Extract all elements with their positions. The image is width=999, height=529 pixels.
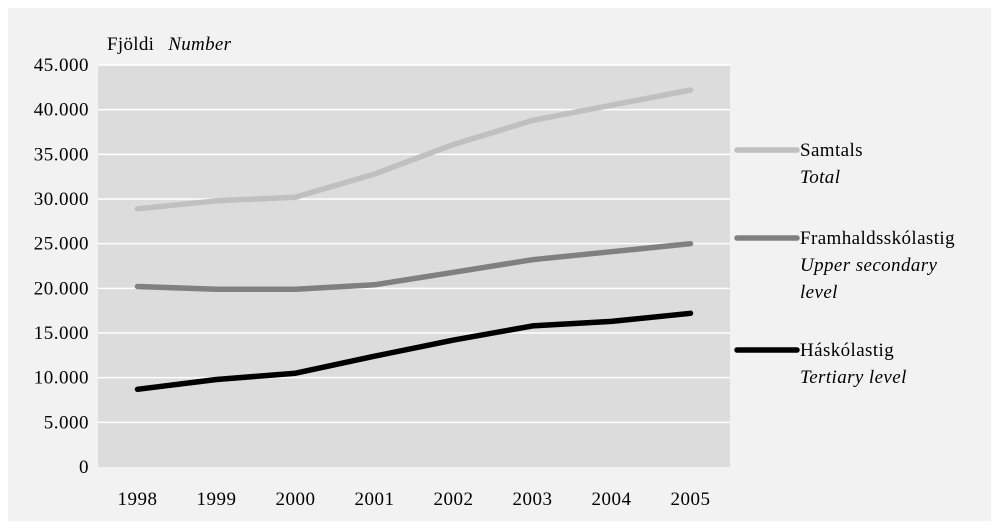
series-line-1: [134, 240, 694, 292]
x-tick-label: 2002: [434, 489, 474, 510]
legend-label: Háskólastig: [800, 340, 894, 361]
y-tick-label: 0: [79, 457, 89, 478]
y-axis-title-en: Number: [167, 34, 231, 55]
y-tick-label: 45.000: [34, 55, 89, 76]
y-tick-label: 5.000: [44, 412, 89, 433]
x-tick-label: 1999: [197, 489, 237, 510]
x-tick-label: 2001: [355, 489, 395, 510]
legend-label: Samtals: [800, 140, 863, 161]
legend: Samtals Total Framhaldsskólastig Upper seco…: [734, 140, 955, 388]
x-tick-label: 2003: [513, 489, 553, 510]
series-line-2: [134, 310, 694, 393]
legend-item: Framhaldsskólastig Upper secondary level: [734, 228, 955, 303]
y-tick-label: 30.000: [34, 189, 89, 210]
x-tick-label: 2004: [592, 489, 632, 510]
y-axis-ticks: 0 5.000 10.000 15.000 20.000 25.000 30.000 35.0…: [34, 55, 89, 478]
y-axis-title: Fjöldi Number: [107, 34, 232, 55]
y-axis-title-is: Fjöldi: [107, 34, 154, 55]
x-axis-ticks: 1998 1999 2000 2001 2002 2003 2004 2005: [118, 489, 711, 510]
y-tick-label: 15.000: [34, 323, 89, 344]
y-tick-label: 40.000: [34, 100, 89, 121]
legend-item: Háskólastig Tertiary level: [734, 340, 907, 388]
legend-sublabel: Total: [800, 167, 840, 188]
y-tick-label: 20.000: [34, 278, 89, 299]
series-lines: [134, 87, 694, 393]
y-tick-label: 25.000: [34, 234, 89, 255]
legend-item: Samtals Total: [734, 140, 863, 188]
x-tick-label: 2005: [671, 489, 711, 510]
y-tick-label: 10.000: [34, 368, 89, 389]
series-line-0: [134, 87, 694, 212]
legend-label: Framhaldsskólastig: [800, 228, 955, 249]
legend-sublabel: Upper secondary: [800, 255, 938, 276]
plot-area: [98, 65, 730, 467]
y-tick-label: 35.000: [34, 144, 89, 165]
x-tick-label: 1998: [118, 489, 158, 510]
x-tick-label: 2000: [276, 489, 316, 510]
legend-sublabel: Tertiary level: [800, 367, 907, 388]
legend-sublabel: level: [800, 282, 838, 303]
